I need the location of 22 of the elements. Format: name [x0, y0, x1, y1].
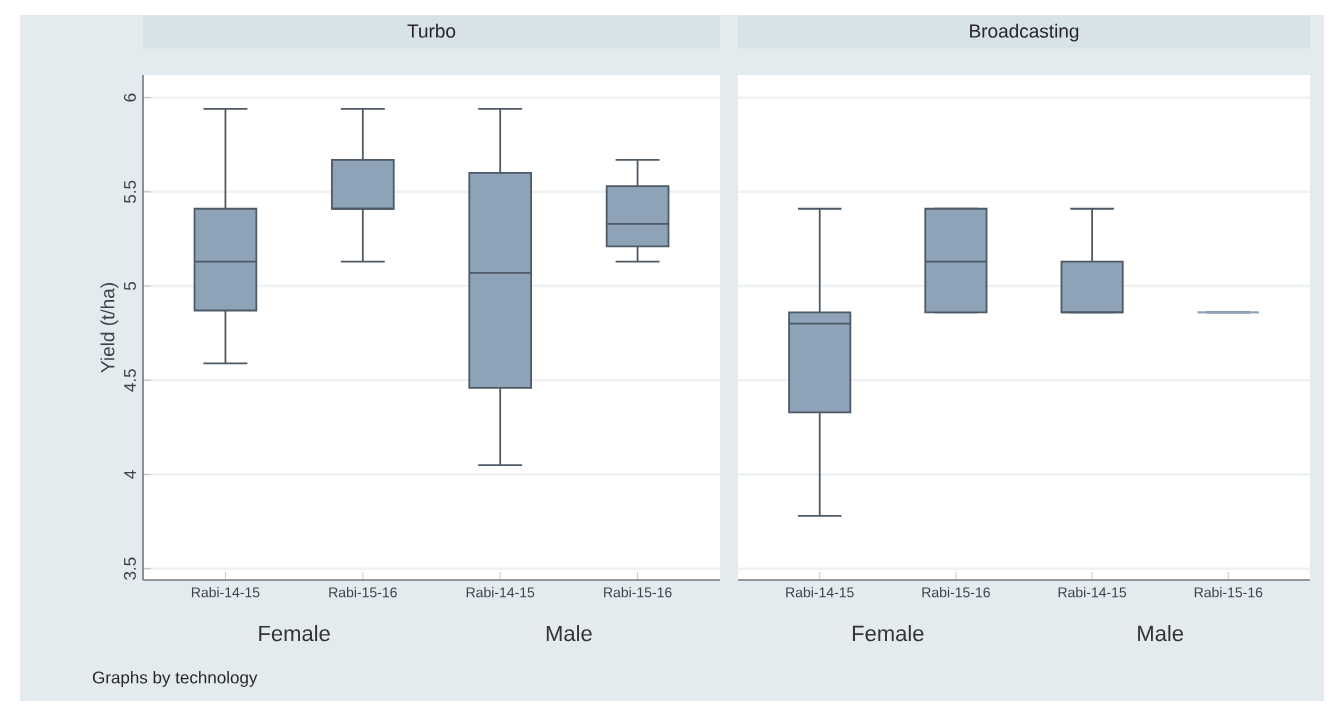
x-tick-label: Rabi-15-16: [922, 587, 990, 598]
x-tick-label: Rabi-14-15: [1058, 587, 1127, 598]
text: Male: [546, 625, 592, 642]
y-tick-label: 4: [124, 470, 136, 479]
y-tick-label: 5: [124, 282, 136, 291]
text: Male: [1138, 625, 1184, 642]
text: Female: [259, 625, 330, 642]
text: Graphs by technology: [92, 671, 258, 687]
x-tick-label: Rabi-14-15: [786, 587, 854, 598]
y-tick-label: 5.5: [124, 180, 136, 203]
y-tick-label: 6: [123, 93, 136, 102]
y-tick-label: 3.5: [123, 557, 136, 580]
x-tick-label: Rabi-14-15: [191, 587, 260, 598]
x-tick-label: Rabi-15-16: [329, 587, 397, 598]
chart-title: Turbo: [407, 23, 456, 38]
text: Female: [852, 625, 924, 642]
x-tick-label: Rabi-14-15: [466, 587, 535, 598]
y-axis-title: Yield (t/ha): [100, 283, 119, 373]
chart-title: Broadcasting: [970, 23, 1079, 42]
x-tick-label: Rabi-15-16: [604, 587, 672, 598]
x-tick-label: Rabi-15-16: [1194, 587, 1263, 598]
y-tick-label: 4.5: [124, 369, 136, 392]
